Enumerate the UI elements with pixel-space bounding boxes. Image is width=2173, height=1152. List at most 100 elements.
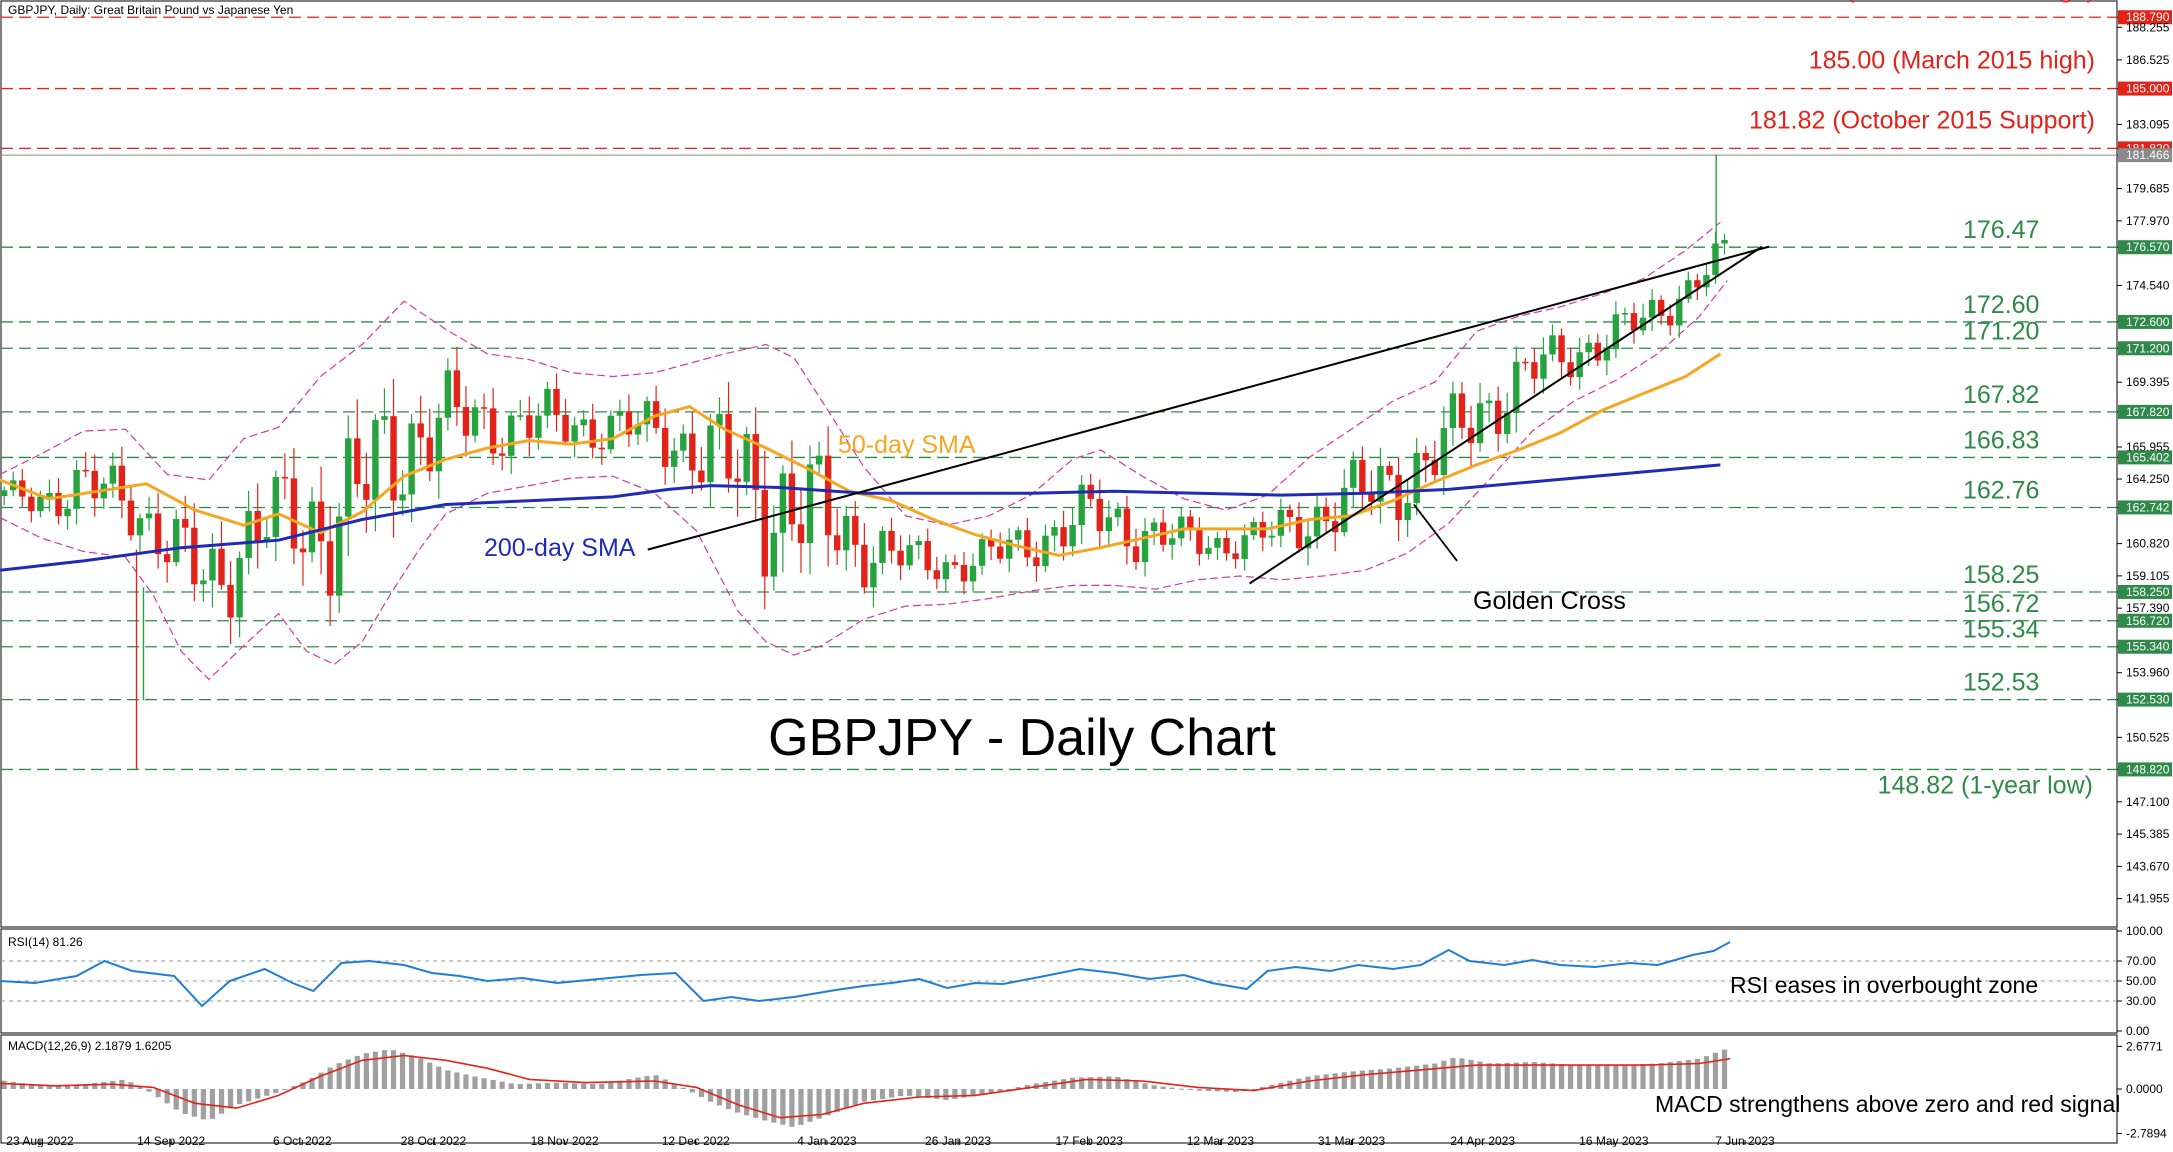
candle-body [1504, 412, 1511, 434]
candle-body [245, 511, 252, 558]
key-level-label: 188.79 (November 2015 high) [1763, 0, 2095, 3]
date-tick-label: 6 Oct 2022 [273, 1134, 332, 1147]
candle-body [1178, 516, 1185, 539]
macd-histogram-bar [164, 1089, 170, 1104]
macd-histogram-bar [1703, 1056, 1710, 1089]
level-labels: 188.79 (November 2015 high) 185.00 (March… [1749, 0, 2095, 799]
candle-body [1033, 557, 1040, 567]
macd-histogram-bar [1124, 1079, 1130, 1089]
macd-histogram-bar [236, 1089, 243, 1105]
candle-body [444, 370, 452, 418]
candle-body [969, 565, 977, 582]
candle-body [1540, 354, 1547, 379]
macd-histogram-bar [55, 1085, 62, 1089]
macd-histogram-bar [553, 1082, 560, 1089]
macd-histogram-bar [535, 1083, 541, 1089]
wedge-lower-line [1248, 245, 1763, 585]
candle-body [191, 527, 198, 585]
macd-histogram-bar [1486, 1063, 1492, 1089]
symbol-header: GBPJPY, Daily: Great Britain Pound vs Ja… [8, 3, 293, 17]
macd-histogram-bar [1115, 1077, 1121, 1089]
rsi-line [0, 941, 1731, 1008]
candle-body [852, 515, 859, 545]
macd-histogram-bar [517, 1084, 523, 1089]
macd-histogram-bar [37, 1085, 43, 1089]
price-tag [2118, 639, 2172, 654]
rsi-header: RSI(14) 81.26 [8, 935, 83, 949]
macd-histogram-bar [689, 1089, 695, 1093]
candle-body [861, 544, 868, 588]
macd-histogram-bar [1441, 1060, 1447, 1089]
price-tag [2118, 314, 2172, 329]
macd-histogram-bar [925, 1089, 931, 1098]
macd-histogram-bar [454, 1072, 460, 1089]
macd-histogram-bar [1205, 1089, 1212, 1091]
macd-histogram-bar [1468, 1059, 1474, 1089]
macd-histogram-bar [1377, 1069, 1384, 1089]
price-tick-label: 174.540 [2126, 278, 2170, 292]
price-tag [2118, 500, 2172, 515]
macd-histogram-bar [1386, 1068, 1393, 1089]
candle-body [1060, 527, 1067, 547]
candle-body [1485, 400, 1493, 404]
candle-body [73, 469, 80, 509]
macd-histogram-bar [1568, 1064, 1574, 1089]
candle-body [1232, 553, 1239, 559]
candle-body [725, 413, 732, 479]
macd-histogram-bar [28, 1084, 34, 1089]
macd-histogram-bar [861, 1089, 867, 1102]
candle-body [1322, 506, 1330, 522]
macd-histogram-bar [381, 1050, 388, 1089]
date-tick-label: 12 Dec 2022 [662, 1134, 730, 1147]
candle-body [843, 515, 850, 551]
candle-body [607, 415, 615, 450]
rsi-tick-label: 100.00 [2126, 924, 2163, 938]
macd-histogram-bar [1359, 1070, 1365, 1089]
macd-histogram-bar [327, 1067, 333, 1089]
macd-histogram-bar [418, 1058, 424, 1089]
candle-body [1621, 313, 1629, 315]
rsi-plot: 100.00 70.00 50.00 30.00 0.00 [0, 924, 2163, 1038]
candle-body [363, 483, 370, 500]
candle-body [1558, 335, 1565, 363]
macd-histogram-bar [789, 1089, 795, 1127]
macd-histogram-bar [1586, 1065, 1592, 1089]
candle-body [625, 411, 633, 435]
candle-body [1422, 452, 1429, 461]
macd-histogram-bar [608, 1082, 614, 1089]
macd-histogram-bar [345, 1059, 351, 1089]
macd-histogram-bar [1622, 1064, 1628, 1089]
price-tick-label: 177.970 [2126, 214, 2170, 228]
candle-body [1377, 465, 1384, 502]
candle-body [815, 455, 823, 465]
bollinger-upper-line [0, 221, 1721, 526]
macd-histogram-bar [46, 1085, 53, 1089]
candle-body [1277, 509, 1285, 536]
candle-body [145, 513, 153, 519]
macd-histogram-bar [1676, 1061, 1682, 1089]
date-tick-label: 26 Jan 2023 [925, 1134, 991, 1147]
candle-body [1522, 361, 1529, 364]
candle-body [698, 470, 705, 483]
macd-histogram-bar [1667, 1062, 1673, 1089]
candle-body [788, 473, 796, 525]
candle-body [1024, 530, 1031, 558]
macd-histogram-bar [1640, 1064, 1646, 1089]
candle-body [55, 492, 62, 517]
macd-histogram-bar [92, 1082, 98, 1089]
candle-body [1513, 361, 1520, 413]
candle-body [1694, 280, 1701, 288]
candle-body [489, 408, 497, 454]
candle-body [263, 537, 270, 542]
candle-body [1703, 275, 1710, 288]
candle-body [308, 501, 316, 553]
price-tick-label: 183.095 [2126, 117, 2170, 131]
candle-body [1612, 314, 1620, 350]
macd-histogram-bar [409, 1055, 415, 1089]
macd-histogram-bar [318, 1072, 324, 1089]
key-level-label: 148.82 (1-year low) [1878, 771, 2093, 799]
candle-body [1368, 492, 1375, 502]
candle-body [915, 541, 922, 546]
macd-histogram-bar [1097, 1076, 1103, 1089]
